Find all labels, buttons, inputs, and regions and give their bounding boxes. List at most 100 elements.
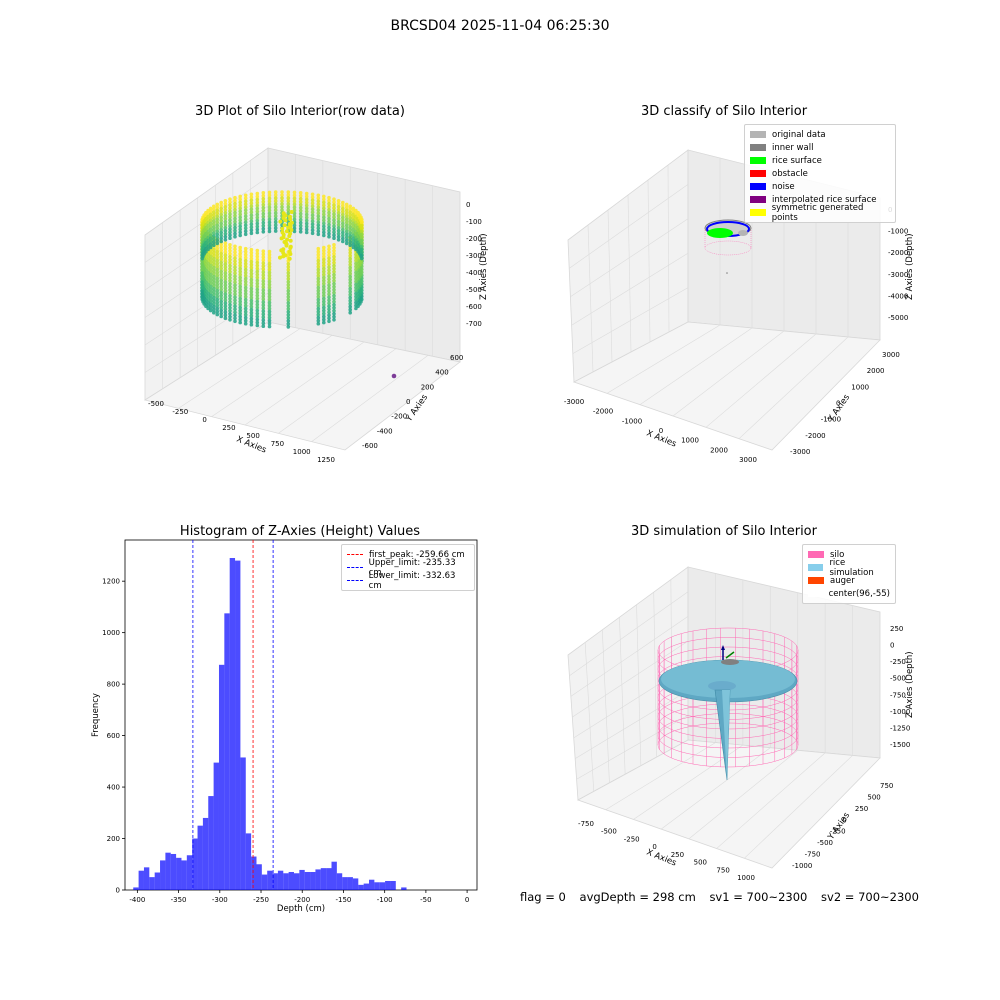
legend-label: auger [830,576,855,586]
legend-label: Lower_limit: -332.63 cm [369,571,469,591]
legend-label: original data [772,130,826,140]
legend-item: center(96,-55) [808,587,890,600]
raw-point [228,236,232,240]
legend-label: symmetric generated points [772,203,890,223]
raw-point [322,234,326,238]
raw-point [348,311,352,315]
raw-point [332,236,336,240]
raw-point [278,256,282,260]
raw-point [286,226,290,230]
raw-point [288,246,292,250]
legend-swatch [808,564,823,571]
raw-point [255,324,259,328]
raw-z-tick-label: -600 [466,303,482,311]
raw-point [305,231,309,235]
raw-point [212,244,216,248]
raw-point [224,316,228,320]
raw-point [341,240,345,244]
raw-point [244,322,248,326]
raw-point [332,318,336,322]
raw-outlier-point [392,374,397,379]
legend-swatch [808,551,824,558]
raw-point [345,242,349,246]
raw-point [216,242,220,246]
legend-swatch [750,196,766,203]
raw-point [228,318,232,322]
raw-x-tick-label: -250 [172,408,188,416]
raw-point [262,230,266,234]
legend-line-sample [347,567,363,568]
raw-y-tick-label: 0 [406,398,410,406]
raw-z-tick-label: -100 [466,218,482,226]
legend-item: rice simulation [808,561,890,574]
raw-point [238,234,242,238]
raw-z-label: Z Axies (Depth) [479,233,489,300]
raw-point [212,311,216,315]
raw-point [250,323,254,327]
raw-point [288,217,292,221]
raw-point [224,238,228,242]
legend-swatch [750,131,766,138]
raw-x-tick-label: 1250 [317,456,335,464]
raw-point [200,295,204,299]
legend-line-sample [347,554,363,555]
legend-item: inner wall [750,141,890,154]
legend-item: obstacle [750,167,890,180]
sv1-text: sv1 = 700~2300 [709,890,807,904]
raw-x-tick-label: 250 [222,424,235,432]
raw-point [327,320,331,324]
raw-point [280,227,284,231]
raw-point [354,307,358,311]
raw-y-tick-label: 200 [421,383,434,391]
raw-point [278,220,282,224]
legend-item: Lower_limit: -332.63 cm [347,574,469,587]
histogram-legend: first_peak: -259.66 cm Upper_limit: -235.… [341,544,475,591]
legend-item: symmetric generated points [750,206,890,219]
legend-item: rice surface [750,154,890,167]
raw-point [274,229,278,233]
avg-depth-text: avgDepth = 298 cm [580,890,696,904]
raw-point [238,321,242,325]
raw-point [360,257,364,261]
raw-point [285,229,289,233]
raw-point [287,325,291,329]
raw-point [290,210,294,214]
raw-y-tick-label: 600 [450,354,463,362]
legend-swatch [750,170,766,177]
raw-point [280,236,284,240]
raw-point [244,233,248,237]
raw-point [322,321,326,325]
raw-point [317,322,321,326]
legend-label: obstacle [772,169,808,179]
legend-label: rice simulation [829,558,890,578]
raw-z-tick-label: -700 [466,320,482,328]
raw-point [285,244,289,248]
legend-label: center(96,-55) [829,589,890,599]
raw-point [317,233,321,237]
raw-x-tick-label: 750 [271,440,284,448]
raw-point [250,232,254,236]
raw-point [289,239,293,243]
raw-y-tick-label: 400 [435,369,448,377]
raw-point [299,230,303,234]
raw-point [209,246,213,250]
raw-z-tick-label: 0 [466,201,470,209]
raw-point [268,230,272,234]
raw-point [283,223,287,227]
classify-legend: original data inner wall rice surface obsta… [744,124,896,223]
raw-x-tick-label: 0 [202,416,206,424]
raw-point [219,315,223,319]
status-line: flag = 0 avgDepth = 298 cm sv1 = 700~230… [520,890,929,904]
raw-x-tick-label: 1000 [293,448,311,456]
raw-point [348,244,352,248]
raw-point [287,234,291,238]
legend-label: inner wall [772,143,813,153]
legend-line-sample [347,580,363,581]
raw-point [289,228,293,232]
raw-point [327,235,331,239]
raw-point [283,218,287,222]
simulation-legend: silo rice simulation auger center(96,-55) [802,544,896,604]
raw-point [233,320,237,324]
legend-swatch [750,183,766,190]
raw-x-tick-label: -500 [148,400,164,408]
